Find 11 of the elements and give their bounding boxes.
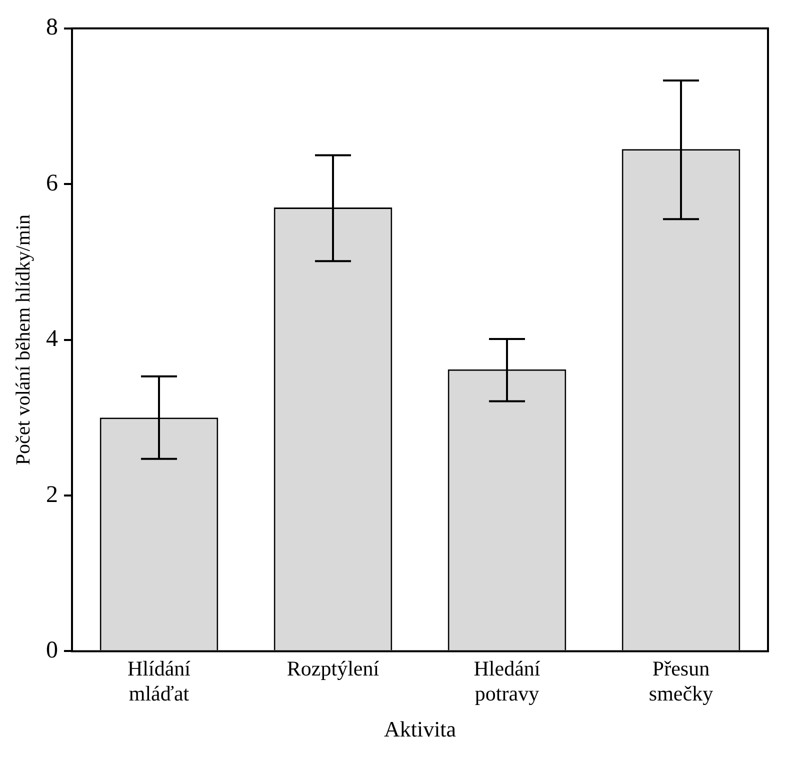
x-tick-label: Rozptýlení (286, 656, 380, 680)
y-tick-label: 8 (46, 14, 58, 41)
y-tick-label: 4 (46, 326, 58, 352)
y-tick-label: 6 (46, 170, 58, 196)
y-tick-label: 2 (46, 482, 58, 508)
x-axis-title: Aktivita (384, 716, 456, 742)
x-tick-label: Přesun smečky (648, 656, 714, 706)
x-tick-label: Hledání potravy (474, 656, 540, 706)
y-tick-label: 0 (46, 637, 58, 664)
y-axis-title: Počet volání během hlídky/min (12, 214, 34, 466)
x-tick-label: Hlídání mláďat (128, 656, 191, 706)
